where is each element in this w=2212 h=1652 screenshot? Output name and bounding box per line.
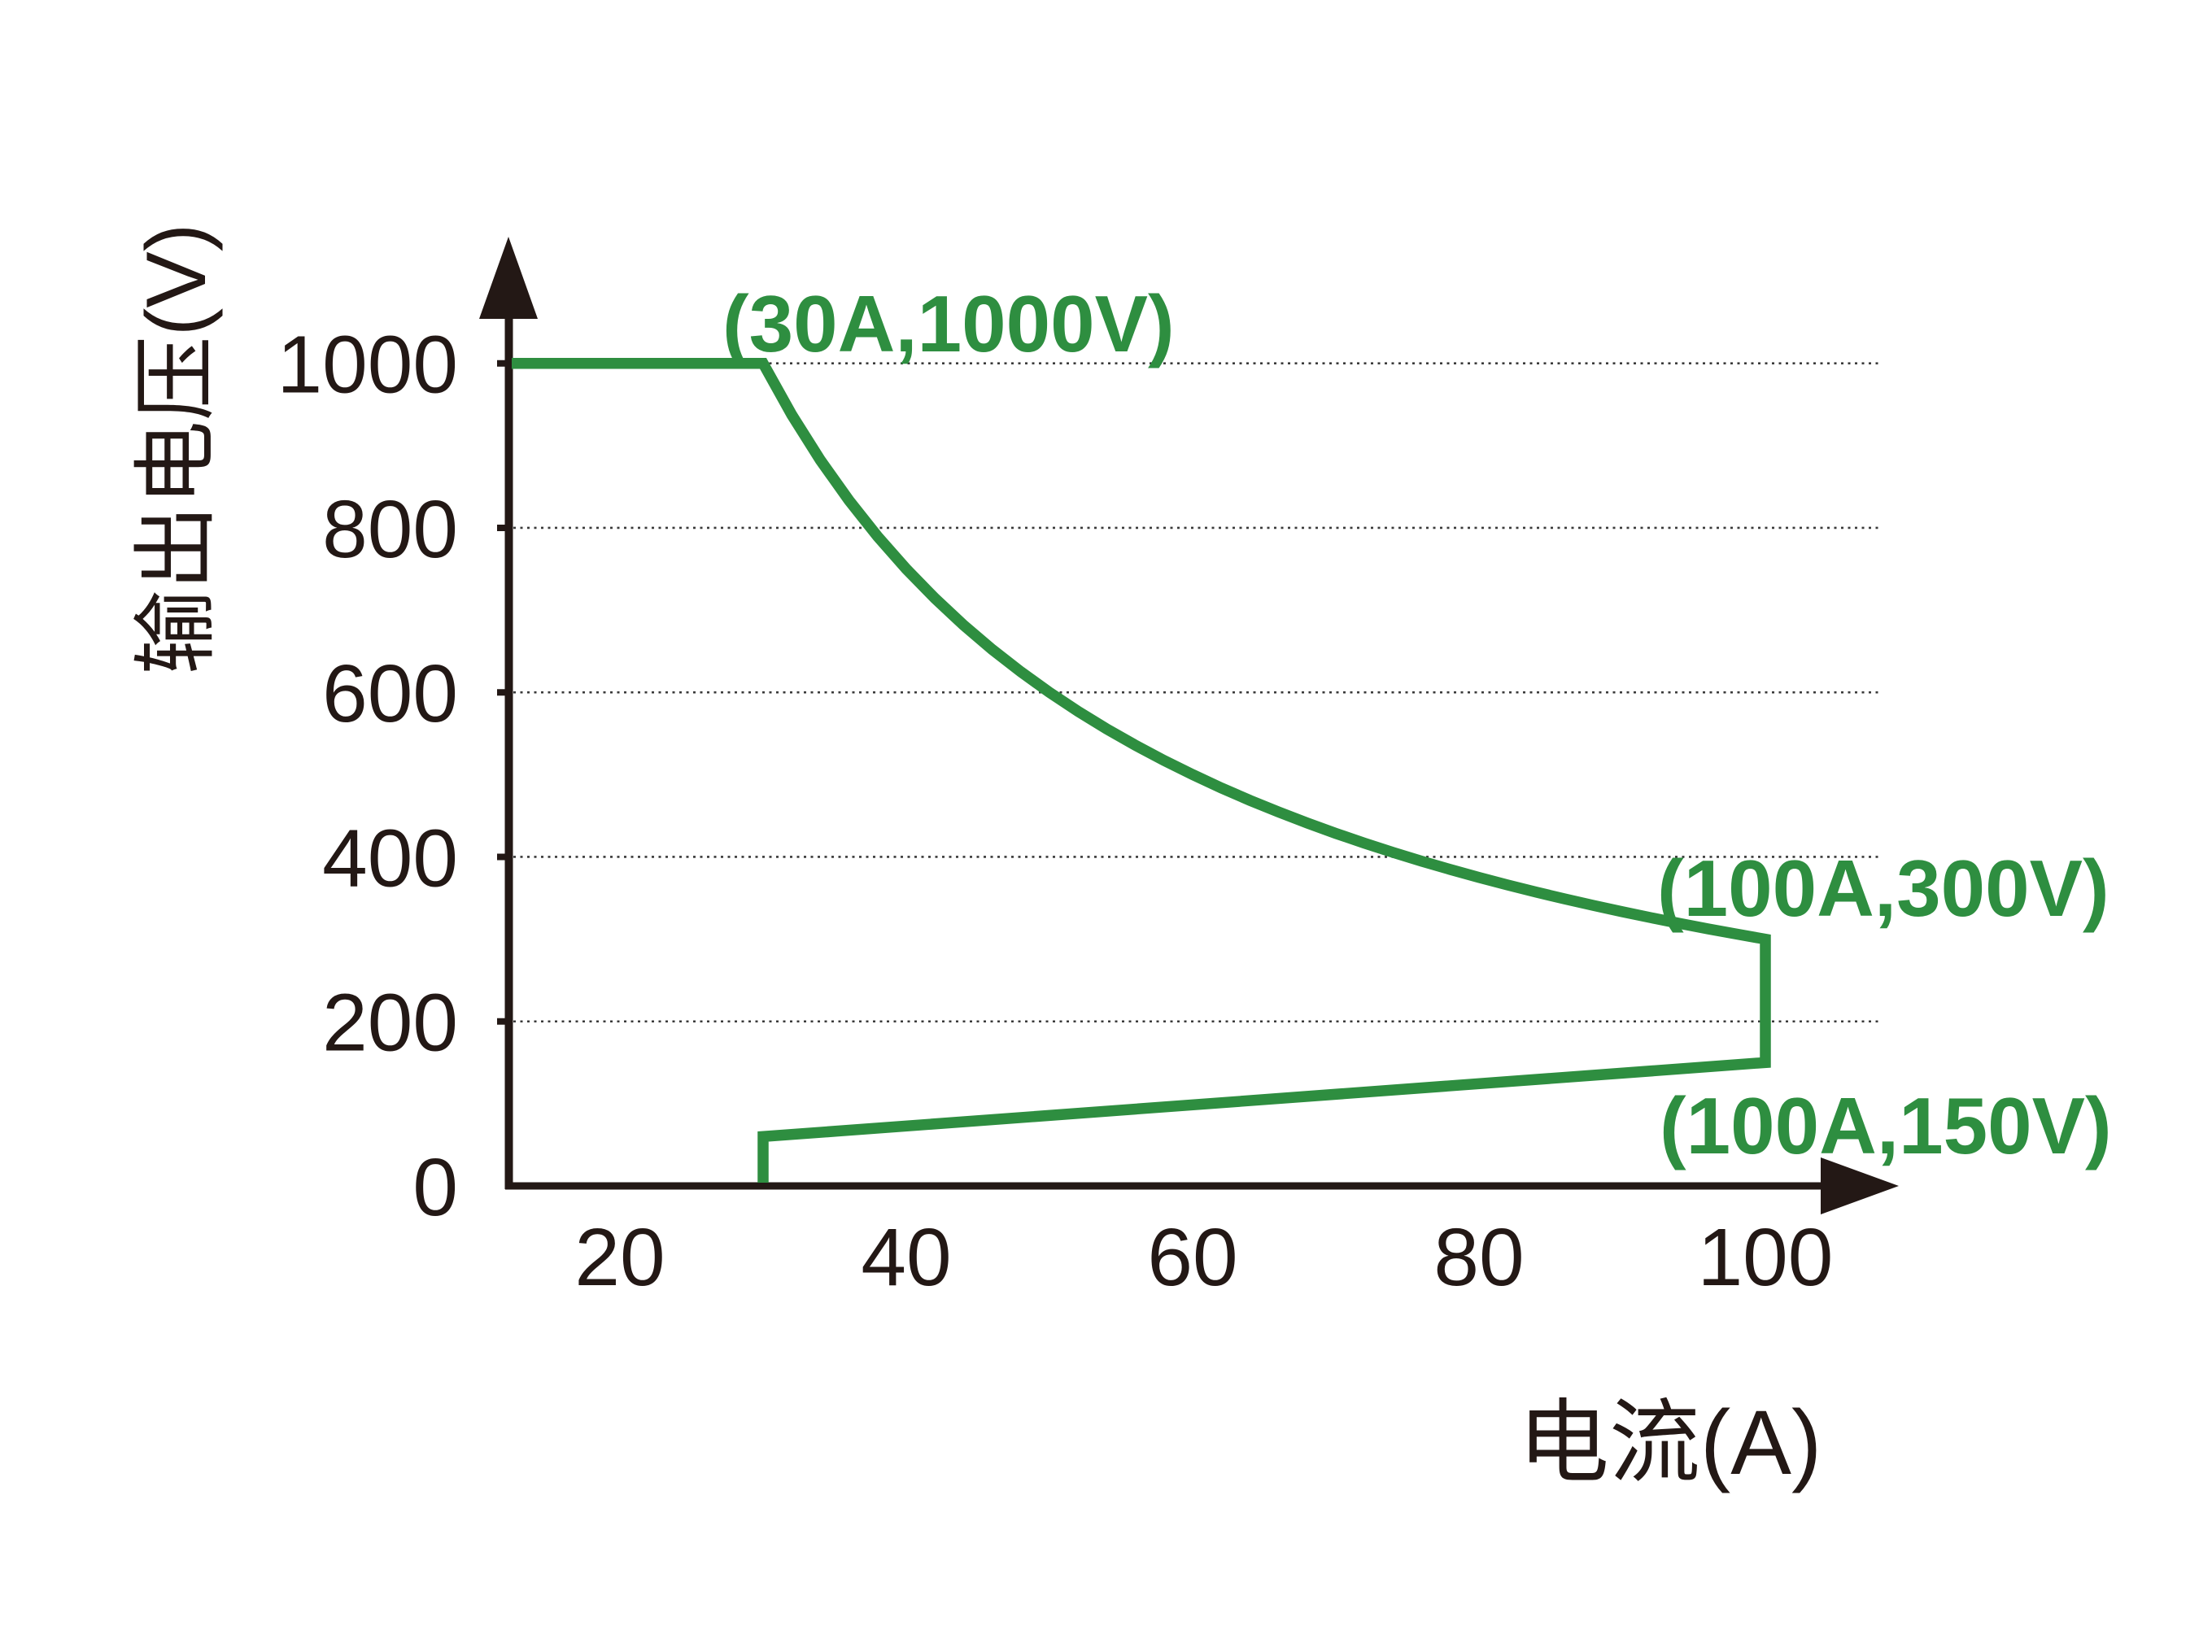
y-tick-label-200: 200 bbox=[322, 978, 458, 1069]
annotation-point-label: (30A,1000V) bbox=[722, 279, 1175, 368]
curve-annotations-group: (30A,1000V) (100A,300V) (100A,150V) bbox=[722, 279, 2112, 1170]
y-axis-arrow-icon bbox=[479, 237, 538, 319]
y-tick-labels-group: 1000 800 600 400 200 0 bbox=[277, 320, 458, 1233]
x-tick-label-80: 80 bbox=[1433, 1212, 1524, 1303]
y-tick-label-600: 600 bbox=[322, 648, 458, 739]
x-tick-labels-group: 20 40 60 80 100 bbox=[574, 1212, 1833, 1303]
operating-envelope-curve bbox=[512, 357, 1771, 1183]
x-tick-label-60: 60 bbox=[1147, 1212, 1237, 1303]
annotation-point-label: (100A,300V) bbox=[1657, 843, 2109, 933]
annotation-point-label: (100A,150V) bbox=[1660, 1081, 2112, 1170]
x-axis-arrow-icon bbox=[1821, 1157, 1899, 1214]
y-axis-title: 输出电压(V) bbox=[129, 224, 224, 675]
y-tick-label-400: 400 bbox=[322, 813, 458, 904]
x-tick-label-20: 20 bbox=[574, 1212, 665, 1303]
x-tick-label-40: 40 bbox=[861, 1212, 951, 1303]
y-tick-label-0: 0 bbox=[412, 1142, 458, 1233]
x-axis-title: 电流(A) bbox=[1518, 1392, 1822, 1493]
y-tick-label-1000: 1000 bbox=[277, 320, 458, 411]
x-tick-label-100: 100 bbox=[1698, 1212, 1834, 1303]
y-tick-label-800: 800 bbox=[322, 484, 458, 575]
